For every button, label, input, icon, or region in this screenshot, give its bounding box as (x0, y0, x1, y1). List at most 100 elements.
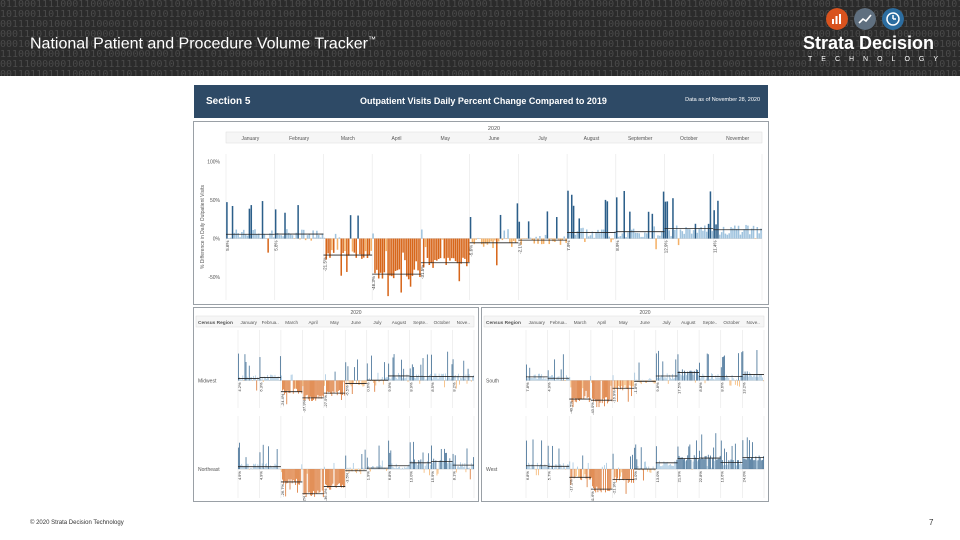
daily-bar (646, 380, 647, 383)
daily-bar (614, 231, 616, 239)
daily-bar (256, 380, 258, 391)
daily-bar (658, 463, 659, 470)
daily-bar (359, 380, 361, 385)
daily-bar (388, 440, 390, 470)
daily-bar (623, 380, 625, 388)
daily-bar (630, 456, 631, 470)
daily-bar (613, 380, 615, 390)
daily-bar (744, 458, 746, 470)
daily-bar (245, 361, 247, 381)
regional-chart-left: 2020 Census Region January Februa.. March Apr… (195, 310, 475, 508)
daily-bar (687, 371, 689, 381)
daily-bar (501, 238, 504, 241)
daily-bar (666, 373, 668, 381)
month-header-label: August (392, 320, 407, 325)
month-header-label: June (640, 320, 650, 325)
daily-bar (440, 373, 442, 381)
daily-bar (273, 237, 275, 239)
daily-bar (711, 467, 712, 470)
daily-bar (645, 233, 648, 239)
daily-bar (361, 454, 363, 470)
monthly-average-label: 4.9% (547, 382, 552, 392)
daily-bar (318, 469, 320, 493)
daily-bar (721, 460, 723, 470)
daily-bar (581, 469, 583, 481)
daily-bar (396, 379, 398, 381)
daily-bar (411, 461, 413, 470)
daily-bar (678, 455, 680, 470)
daily-bar (690, 370, 692, 381)
daily-bar (328, 469, 329, 488)
daily-bar (621, 233, 624, 239)
daily-bar (395, 377, 397, 381)
daily-bar (270, 465, 272, 470)
daily-bar (317, 235, 320, 239)
monthly-average-label: 8.9% (615, 241, 620, 251)
daily-bar (279, 469, 281, 470)
daily-bar (706, 353, 708, 381)
daily-bar (364, 449, 366, 470)
daily-bar (578, 218, 581, 239)
daily-bar (580, 469, 581, 480)
daily-bar (335, 380, 337, 392)
daily-bar (538, 469, 539, 476)
daily-bar (760, 460, 762, 470)
daily-bar (437, 378, 439, 381)
daily-bar (612, 375, 614, 381)
daily-bar (674, 378, 676, 381)
daily-bar (649, 238, 652, 239)
daily-bar (409, 238, 412, 287)
monthly-average-label: 0.0% (633, 471, 638, 481)
monthly-average-label: 8.8% (698, 382, 703, 392)
daily-bar (563, 236, 566, 239)
daily-bar (453, 376, 455, 381)
daily-bar (757, 377, 759, 381)
monthly-average-label: 13.2% (741, 382, 746, 394)
daily-bar (273, 465, 275, 470)
daily-bar (436, 376, 438, 381)
daily-bar (706, 466, 708, 470)
daily-bar (732, 228, 734, 239)
daily-bar (403, 468, 405, 470)
daily-bar (705, 455, 707, 470)
daily-bar (707, 454, 709, 470)
daily-bar (356, 380, 357, 385)
daily-bar (340, 238, 342, 276)
daily-bar (261, 463, 263, 470)
daily-bar (628, 469, 630, 482)
monthly-average-label: 0.6% (366, 382, 371, 392)
monthly-average-label: -27.5% (323, 395, 328, 408)
y-tick-label: 50% (210, 198, 221, 204)
daily-bar (308, 380, 310, 401)
daily-bar (572, 205, 575, 239)
daily-bar (415, 378, 416, 381)
daily-bar (300, 380, 302, 392)
daily-bar (455, 380, 457, 389)
daily-bar (322, 380, 324, 397)
daily-bar (677, 446, 679, 470)
daily-bar (582, 380, 584, 389)
month-header-label: March (285, 320, 298, 325)
slide-title-text: National Patient and Procedure Volume Tr… (30, 35, 368, 53)
daily-bar (361, 238, 363, 259)
daily-bar (297, 469, 298, 493)
daily-bar (376, 466, 378, 470)
daily-bar (739, 380, 740, 387)
month-header-label: April (308, 320, 317, 325)
daily-bar (463, 466, 465, 470)
daily-bar (649, 469, 651, 473)
daily-bar (458, 238, 461, 282)
daily-bar (600, 229, 603, 239)
daily-bar (306, 235, 309, 239)
daily-bar (278, 380, 280, 381)
daily-bar (600, 380, 602, 381)
daily-bar (394, 238, 397, 271)
daily-bar (242, 375, 244, 381)
daily-bar (606, 380, 607, 398)
month-header-label: Septe.. (703, 320, 718, 325)
daily-bar (598, 380, 600, 408)
daily-bar (579, 380, 580, 401)
daily-bar (444, 380, 445, 388)
month-header-label: June (489, 136, 500, 142)
daily-bar (265, 238, 268, 239)
